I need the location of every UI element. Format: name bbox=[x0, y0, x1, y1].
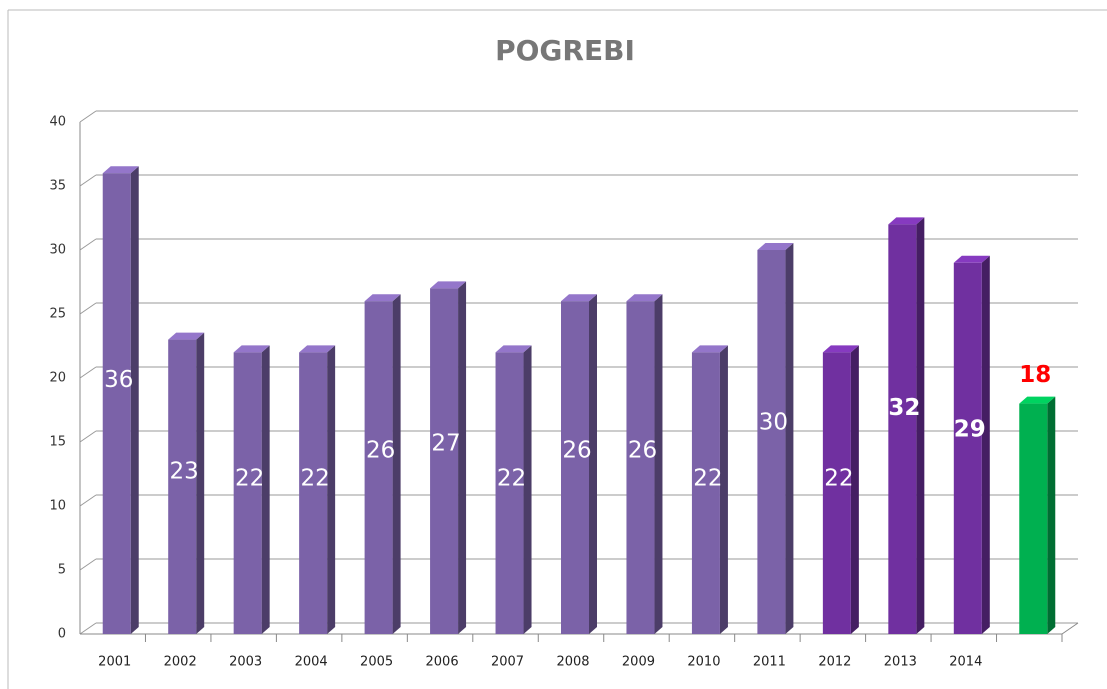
bar-top bbox=[364, 294, 401, 302]
data-label: 22 bbox=[824, 466, 853, 492]
bar-top bbox=[757, 243, 794, 250]
x-tick-label: 2011 bbox=[753, 655, 786, 670]
data-label: 36 bbox=[104, 367, 133, 393]
bar-top bbox=[888, 217, 925, 225]
bar-side bbox=[850, 345, 859, 634]
y-tick-label: 20 bbox=[49, 371, 66, 386]
data-label: 22 bbox=[300, 466, 329, 492]
y-tick-label: 25 bbox=[49, 307, 66, 322]
grid-line bbox=[79, 558, 97, 571]
bar-side bbox=[261, 345, 270, 634]
bar bbox=[1019, 403, 1048, 634]
bar bbox=[233, 352, 262, 634]
y-tick-label: 5 bbox=[58, 563, 66, 578]
bar-top bbox=[626, 294, 663, 302]
bar-side bbox=[196, 332, 205, 634]
x-tick-label: 2001 bbox=[98, 655, 131, 670]
chart-title: POGREBI bbox=[495, 34, 635, 67]
x-axis bbox=[1061, 622, 1079, 635]
data-label: 26 bbox=[628, 437, 657, 463]
bar-side bbox=[589, 294, 597, 634]
grid-line bbox=[79, 430, 97, 443]
y-tick-label: 0 bbox=[58, 627, 66, 642]
bar bbox=[953, 262, 982, 634]
bar-top bbox=[1019, 396, 1056, 404]
x-tick-label: 2004 bbox=[295, 655, 328, 670]
bar bbox=[495, 352, 524, 634]
bar-top bbox=[561, 294, 597, 302]
bar-top bbox=[299, 345, 336, 353]
bar-side bbox=[785, 243, 794, 634]
bar-side bbox=[1047, 396, 1056, 634]
data-label: 32 bbox=[888, 395, 920, 421]
data-label: 22 bbox=[497, 466, 526, 492]
y-tick-label: 30 bbox=[49, 243, 66, 258]
data-label: 27 bbox=[431, 430, 460, 456]
bar-top bbox=[691, 345, 728, 353]
data-label: 29 bbox=[954, 416, 986, 442]
x-tick-label: 2005 bbox=[360, 655, 393, 670]
bar bbox=[168, 339, 197, 634]
x-tick-label: 2003 bbox=[229, 655, 262, 670]
grid-line bbox=[79, 174, 97, 187]
grid-line bbox=[79, 494, 97, 507]
x-tick-label: 2010 bbox=[687, 655, 720, 670]
x-tick-label: 2007 bbox=[491, 655, 524, 670]
bar-side bbox=[916, 217, 925, 634]
bar-top bbox=[168, 332, 205, 340]
x-tick-label: 2014 bbox=[949, 655, 982, 670]
grid-line bbox=[79, 110, 97, 123]
bar bbox=[364, 301, 393, 634]
data-label: 23 bbox=[170, 459, 199, 485]
bar bbox=[561, 301, 589, 634]
x-tick-label: 2008 bbox=[556, 655, 589, 670]
bar-side bbox=[523, 345, 532, 634]
bar-top bbox=[102, 166, 139, 174]
bar-side bbox=[392, 294, 401, 634]
bar-side bbox=[654, 294, 663, 634]
bar bbox=[299, 352, 328, 634]
x-tick-label: 2012 bbox=[818, 655, 851, 670]
bar-top bbox=[430, 281, 467, 289]
y-tick-label: 10 bbox=[49, 499, 66, 514]
bar-side bbox=[327, 345, 336, 634]
bar bbox=[430, 288, 459, 634]
bar bbox=[102, 173, 131, 634]
x-tick-label: 2013 bbox=[884, 655, 917, 670]
data-label: 30 bbox=[759, 409, 788, 435]
bar-side bbox=[130, 166, 139, 634]
data-label: 26 bbox=[366, 437, 395, 463]
bar bbox=[626, 301, 655, 634]
data-label: 22 bbox=[693, 466, 722, 492]
bar bbox=[691, 352, 720, 634]
data-label: 26 bbox=[562, 437, 591, 463]
y-tick-label: 35 bbox=[49, 179, 66, 194]
bar-top bbox=[495, 345, 532, 353]
data-label: 22 bbox=[235, 466, 264, 492]
bar bbox=[822, 352, 851, 634]
bar-side bbox=[719, 345, 728, 634]
bar-side bbox=[458, 281, 467, 634]
bar-side bbox=[981, 255, 990, 635]
grid-line bbox=[79, 622, 97, 635]
x-tick-label: 2006 bbox=[426, 655, 459, 670]
data-label: 18 bbox=[1019, 362, 1051, 388]
grid-line bbox=[79, 238, 97, 251]
x-tick-label: 2002 bbox=[164, 655, 197, 670]
y-tick-label: 15 bbox=[49, 435, 66, 450]
bar-top bbox=[233, 345, 270, 353]
bar-top bbox=[822, 345, 859, 353]
y-tick-label: 40 bbox=[49, 115, 66, 130]
x-tick-label: 2009 bbox=[622, 655, 655, 670]
bar-top bbox=[953, 255, 990, 263]
grid-line bbox=[79, 366, 97, 379]
bar bbox=[757, 250, 786, 634]
grid-line bbox=[79, 302, 97, 315]
bar bbox=[888, 224, 917, 634]
